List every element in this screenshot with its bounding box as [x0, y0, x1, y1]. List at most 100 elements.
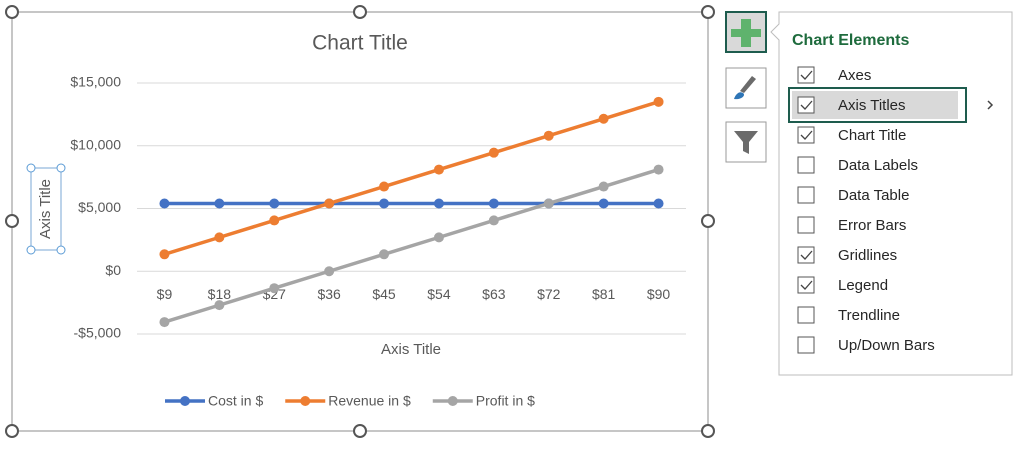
item-label[interactable]: Gridlines: [838, 247, 897, 264]
marker: [159, 198, 170, 209]
legend-marker: [300, 396, 311, 406]
item-label[interactable]: Chart Title: [838, 127, 906, 144]
marker: [488, 215, 499, 226]
marker: [653, 198, 664, 209]
checkbox[interactable]: [797, 156, 815, 174]
checkmark: [800, 250, 813, 260]
legend-label: Profit in $: [476, 393, 535, 409]
marker: [269, 215, 280, 226]
panel-title: Chart Elements: [792, 32, 909, 49]
marker: [379, 198, 390, 209]
checkbox[interactable]: [797, 126, 815, 144]
series-line: [163, 167, 660, 324]
legend-marker: [447, 396, 458, 406]
marker: [379, 249, 390, 260]
item-label[interactable]: Axis Titles: [838, 97, 906, 114]
item-label[interactable]: Data Table: [838, 187, 909, 204]
y-tick-label: $5,000: [78, 199, 121, 215]
selection-box: [30, 167, 62, 251]
item-label[interactable]: Legend: [838, 277, 888, 294]
marker: [598, 181, 609, 192]
marker: [653, 164, 664, 175]
item-label[interactable]: Data Labels: [838, 157, 918, 174]
handle[interactable]: [353, 5, 367, 19]
marker: [379, 181, 390, 192]
marker: [159, 317, 170, 328]
filter-icon: [734, 131, 758, 154]
x-tick-label: $45: [372, 286, 396, 302]
handle[interactable]: [56, 245, 66, 255]
chart-frame[interactable]: [11, 11, 709, 432]
checkbox[interactable]: [797, 306, 815, 324]
checkbox[interactable]: [797, 216, 815, 234]
checkbox[interactable]: [797, 246, 815, 264]
marker: [433, 232, 444, 243]
x-tick-label: $18: [208, 286, 232, 302]
marker: [269, 198, 280, 209]
marker: [488, 198, 499, 209]
item-label[interactable]: Error Bars: [838, 217, 906, 234]
item-focus: [788, 87, 967, 123]
legend: Cost in $ Revenue in $ Profit in $: [165, 393, 535, 409]
legend-marker: [180, 396, 190, 406]
marker: [433, 198, 444, 209]
handle[interactable]: [701, 214, 715, 228]
handle[interactable]: [26, 163, 36, 173]
submenu-arrow[interactable]: [987, 100, 994, 110]
marker: [488, 147, 499, 158]
handle[interactable]: [5, 214, 19, 228]
y-tick-label: $0: [105, 262, 121, 278]
handle[interactable]: [701, 424, 715, 438]
marker: [214, 300, 225, 311]
marker: [214, 198, 225, 209]
title-handles: [26, 163, 66, 255]
item-label[interactable]: Axes: [838, 67, 871, 84]
plot: -$5,000$0$5,000$10,000$15,000$9 $18 $27 $36…: [70, 74, 686, 341]
brush-icon: [740, 76, 756, 93]
item-highlight: [792, 91, 958, 119]
legend-label: Cost in $: [208, 393, 263, 409]
handle[interactable]: [56, 163, 66, 173]
marker: [598, 113, 609, 124]
marker: [269, 283, 280, 294]
handle[interactable]: [26, 245, 36, 255]
checkmark: [800, 70, 813, 80]
marker: [159, 249, 170, 260]
marker: [433, 164, 444, 175]
x-tick-label: $90: [647, 286, 671, 302]
x-axis-title[interactable]: Axis Title: [381, 341, 441, 358]
legend-label: Revenue in $: [328, 393, 411, 409]
y-tick-label: $15,000: [70, 74, 121, 90]
handles: [5, 5, 715, 438]
checkbox[interactable]: [797, 336, 815, 354]
chart-title[interactable]: Chart Title: [312, 32, 408, 55]
y-tick-label: $10,000: [70, 136, 121, 152]
item-label[interactable]: Up/Down Bars: [838, 337, 935, 354]
marker: [598, 198, 609, 209]
x-tick-label: $81: [592, 286, 616, 302]
handle[interactable]: [701, 5, 715, 19]
checkbox[interactable]: [797, 96, 815, 114]
handle[interactable]: [5, 424, 19, 438]
x-tick-label: $36: [317, 286, 341, 302]
handle[interactable]: [353, 424, 367, 438]
marker: [653, 96, 664, 107]
handle[interactable]: [5, 5, 19, 19]
series-line: [163, 100, 660, 256]
marker: [543, 198, 554, 209]
brush-tip: [734, 92, 744, 100]
item-label[interactable]: Trendline: [838, 307, 900, 324]
x-tick-label: $63: [482, 286, 506, 302]
checkbox[interactable]: [797, 186, 815, 204]
panel-items: Axes Axis Titles Chart Title Data Labels Dat…: [788, 66, 994, 354]
checkbox[interactable]: [797, 276, 815, 294]
checkmark: [800, 100, 813, 110]
x-tick-label: $9: [157, 286, 173, 302]
y-axis-title[interactable]: Axis Title: [37, 179, 54, 239]
checkbox[interactable]: [797, 66, 815, 84]
checkmark: [800, 280, 813, 290]
checkmark: [800, 130, 813, 140]
x-tick-label: $72: [537, 286, 561, 302]
